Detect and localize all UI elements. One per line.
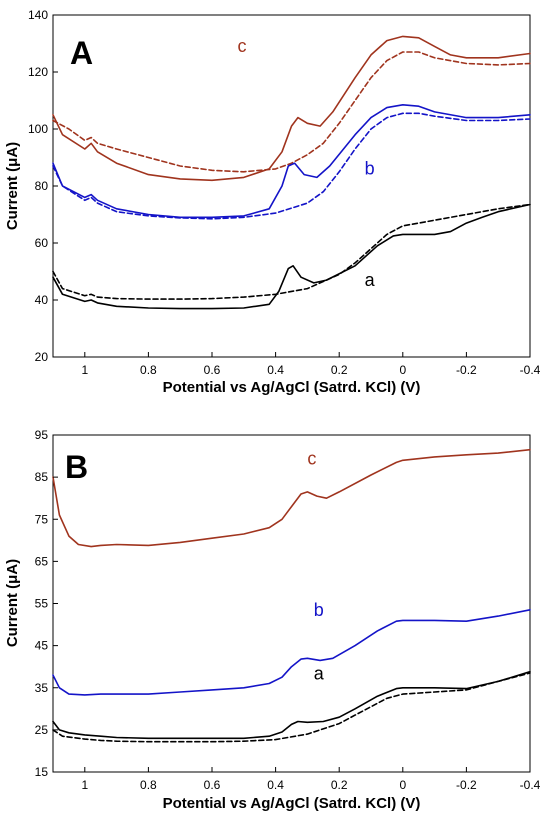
y-tick-label: 55: [35, 597, 49, 611]
y-axis-title: Current (μA): [4, 142, 21, 230]
curve-b-dashed: [52, 112, 531, 220]
x-axis-ticks: 1 0.8 0.6 0.4 0.2 0 -0.2 -0.4: [81, 352, 541, 377]
y-tick-label: 15: [35, 765, 49, 779]
y-axis-ticks: 15 25 35 45 55 65 75 85 95: [35, 428, 58, 779]
x-tick-label: 0.8: [140, 363, 157, 377]
x-tick-label: 1: [81, 778, 88, 792]
x-tick-label: 0: [399, 363, 406, 377]
y-axis-title: Current (μA): [4, 559, 21, 647]
curve-label-b: b: [314, 600, 324, 620]
y-tick-label: 20: [35, 350, 49, 364]
y-tick-label: 80: [35, 179, 49, 193]
x-tick-label: 0.2: [331, 778, 348, 792]
y-tick-label: 25: [35, 723, 49, 737]
y-tick-label: 120: [28, 65, 48, 79]
x-axis-title: Potential vs Ag/AgCl (Satrd. KCl) (V): [163, 795, 421, 812]
x-tick-label: -0.2: [456, 363, 477, 377]
curve-b-solid: [52, 104, 531, 219]
x-tick-label: -0.4: [520, 778, 541, 792]
curve-c-solid: [52, 448, 531, 548]
y-tick-label: 85: [35, 470, 49, 484]
panel-b: 1 0.8 0.6 0.4 0.2 0 -0.2 -0.4 15 25 35 45 55 65 75 85 9…: [4, 428, 541, 812]
y-tick-label: 45: [35, 639, 49, 653]
curve-labels: c b a: [237, 36, 375, 290]
curve-label-b: b: [365, 159, 375, 179]
curve-label-a: a: [365, 270, 376, 290]
curve-a-dashed: [52, 672, 531, 743]
y-tick-label: 65: [35, 554, 49, 568]
x-tick-label: -0.2: [456, 778, 477, 792]
curve-a-solid: [52, 203, 531, 310]
y-tick-label: 75: [35, 512, 49, 526]
x-tick-label: 0.6: [204, 778, 221, 792]
y-tick-label: 40: [35, 293, 49, 307]
x-tick-label: 0.4: [267, 778, 284, 792]
x-axis-ticks: 1 0.8 0.6 0.4 0.2 0 -0.2 -0.4: [81, 767, 541, 792]
plot-area-frame: [52, 434, 531, 773]
x-tick-label: 0.4: [267, 363, 284, 377]
curve-label-a: a: [314, 663, 325, 683]
curve-a-dashed: [52, 203, 531, 300]
panel-a: 1 0.8 0.6 0.4 0.2 0 -0.2 -0.4 20 40 60 80 100 120 140…: [4, 8, 541, 396]
curve-labels: c b a: [307, 448, 324, 683]
panel-letter: B: [65, 449, 88, 485]
curve-c-dashed: [52, 51, 531, 173]
curve-label-c: c: [237, 36, 246, 56]
y-tick-label: 35: [35, 681, 49, 695]
data-curves: [52, 448, 531, 743]
y-tick-label: 140: [28, 8, 48, 22]
x-tick-label: 0.8: [140, 778, 157, 792]
curve-c-solid: [52, 35, 531, 182]
x-tick-label: 0.6: [204, 363, 221, 377]
y-tick-label: 95: [35, 428, 49, 442]
curve-label-c: c: [307, 448, 316, 468]
x-tick-label: 0.2: [331, 363, 348, 377]
x-tick-label: 0: [399, 778, 406, 792]
curve-b-solid: [52, 609, 531, 696]
plot-area-frame: [52, 14, 531, 358]
y-tick-label: 60: [35, 236, 49, 250]
panel-letter: A: [70, 35, 93, 71]
x-tick-label: -0.4: [520, 363, 541, 377]
curve-a-solid: [52, 670, 531, 740]
x-axis-title: Potential vs Ag/AgCl (Satrd. KCl) (V): [163, 379, 421, 396]
data-curves: [52, 35, 531, 310]
y-axis-ticks: 20 40 60 80 100 120 140: [28, 8, 58, 364]
x-tick-label: 1: [81, 363, 88, 377]
y-tick-label: 100: [28, 122, 48, 136]
